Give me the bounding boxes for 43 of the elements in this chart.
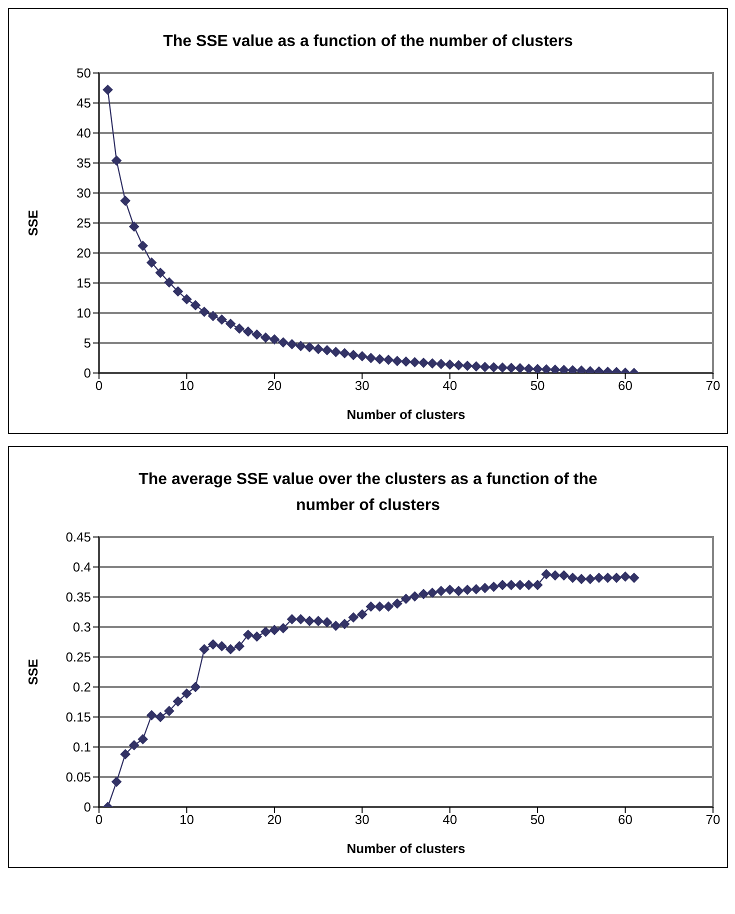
y-tick-label: 0.05	[66, 770, 91, 785]
y-tick-label: 0.2	[72, 680, 91, 695]
y-tick-label: 0.4	[72, 560, 91, 575]
y-tick-label: 5	[84, 336, 91, 351]
y-tick-label: 0.35	[66, 590, 91, 605]
y-tick-label: 0	[84, 800, 91, 815]
x-tick-label: 30	[354, 812, 370, 828]
y-tick-label: 0	[84, 366, 91, 381]
x-tick-label: 40	[442, 378, 458, 394]
x-tick-label: 40	[442, 812, 458, 828]
y-tick-label: 0.25	[66, 650, 91, 665]
x-tick-label: 20	[267, 812, 282, 828]
y-tick-label: 10	[76, 306, 91, 321]
y-tick-label: 15	[76, 276, 91, 291]
x-tick-label: 0	[95, 378, 103, 394]
y-tick-label: 0.1	[72, 740, 91, 755]
x-tick-label: 30	[354, 378, 370, 394]
y-tick-label: 0.15	[66, 710, 91, 725]
y-tick-label: 0.3	[72, 620, 91, 635]
y-tick-label: 45	[76, 96, 91, 111]
y-tick-label: 40	[76, 126, 91, 141]
x-tick-label: 70	[706, 378, 720, 394]
y-tick-label: 0.45	[66, 530, 91, 545]
y-axis-title: SSE	[26, 210, 41, 236]
y-tick-label: 25	[76, 216, 91, 231]
y-tick-label: 50	[76, 66, 91, 81]
chart-title: The average SSE value over the clusters as a function of the number of clusters	[138, 470, 598, 516]
x-axis-title: Number of clusters	[346, 407, 466, 422]
chart-title: The SSE value as a function of the number of clusters	[162, 32, 574, 52]
x-tick-label: 50	[530, 812, 545, 828]
y-axis-title: SSE	[26, 658, 41, 686]
y-tick-label: 35	[76, 156, 91, 171]
x-tick-label: 50	[530, 378, 545, 394]
x-tick-label: 60	[618, 378, 633, 394]
y-tick-label: 30	[76, 186, 91, 201]
x-tick-label: 70	[706, 812, 720, 828]
y-tick-label: 20	[76, 246, 91, 261]
x-tick-label: 60	[618, 812, 633, 828]
x-tick-label: 20	[267, 378, 282, 394]
x-tick-label: 0	[95, 812, 103, 828]
x-axis-title: Number of clusters	[346, 841, 466, 856]
x-tick-label: 10	[179, 378, 194, 394]
x-tick-label: 10	[179, 812, 194, 828]
